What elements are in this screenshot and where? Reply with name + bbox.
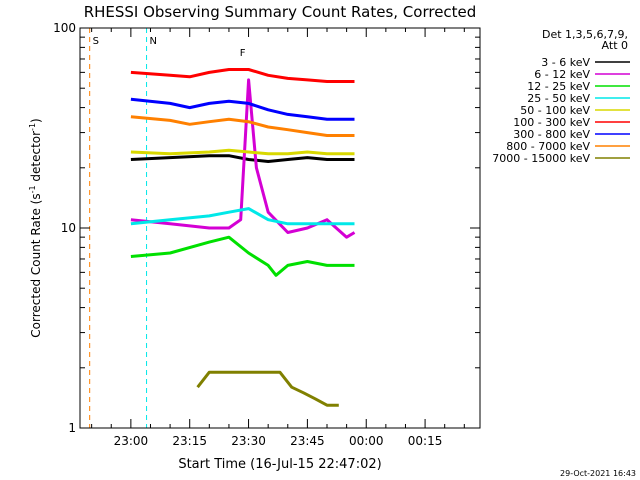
series-line [130,235,355,277]
legend-label: 7000 - 15000 keV [492,152,590,165]
y-tick-label: 100 [53,21,76,35]
x-tick-label: 00:00 [349,434,384,448]
legend-label: 100 - 300 keV [513,116,590,129]
series-line [130,207,355,226]
legend-label: 6 - 12 keV [534,68,590,81]
legend-label: 50 - 100 keV [520,104,590,117]
legend-header: Det 1,3,5,6,7,9, [542,28,628,41]
legend-label: 3 - 6 keV [541,56,590,69]
series-line [130,148,355,156]
chart-title: RHESSI Observing Summary Count Rates, Co… [84,3,477,21]
x-tick-label: 23:30 [231,434,266,448]
legend-label: 300 - 800 keV [513,128,590,141]
axes-frame [79,27,481,429]
y-axis-label: Corrected Count Rate (s-1 detector-1) [28,118,43,337]
legend-label: 12 - 25 keV [527,80,590,93]
annotation-label: F [240,48,246,59]
series-line [130,78,356,239]
x-tick-label: 23:00 [114,434,149,448]
x-tick-label: 23:45 [290,434,325,448]
series-line [130,154,355,163]
x-tick-label: 00:15 [408,434,443,448]
x-axis-label: Start Time (16-Jul-15 22:47:02) [178,457,381,472]
annotation-label: N [150,36,157,47]
series-line [130,115,355,137]
x-tick-label: 23:15 [172,434,207,448]
legend-label: 25 - 50 keV [527,92,590,105]
series-line [130,97,355,121]
y-tick-label: 10 [61,221,76,235]
series-line [196,370,339,407]
series-line [130,68,355,83]
footer-date: 29-Oct-2021 16:43 [560,469,636,478]
legend-label: 800 - 7000 keV [506,140,590,153]
legend-header: Att 0 [602,39,628,52]
y-tick-label: 1 [68,421,76,435]
plot-area: S N F 1 10 100 23:00 23:15 23:30 23:45 00:00 00:15 [53,21,481,448]
annotation-label: S [93,36,99,47]
